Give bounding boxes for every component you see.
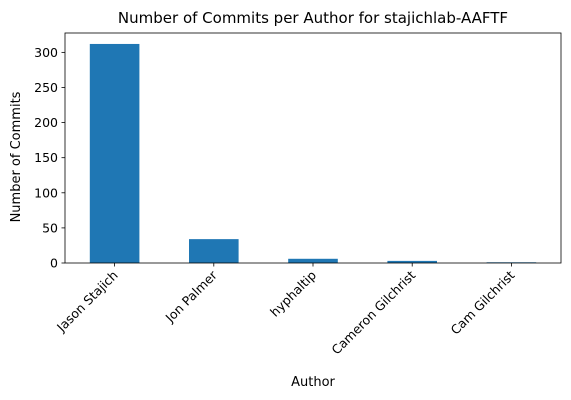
y-tick-label-0: 0 xyxy=(50,256,58,271)
chart-title: Number of Commits per Author for stajich… xyxy=(118,9,508,27)
x-axis: Jason Stajich Jon Palmer hyphaltip Cameron … xyxy=(53,263,518,357)
x-tick-label-1: Jon Palmer xyxy=(162,267,221,326)
bar-1 xyxy=(189,239,239,263)
bar-2 xyxy=(288,258,338,263)
y-tick-label-5: 250 xyxy=(34,80,58,95)
bar-3 xyxy=(387,260,437,263)
x-tick-label-4: Cam Gilchrist xyxy=(448,267,518,337)
bars-group xyxy=(89,43,537,264)
y-tick-label-4: 200 xyxy=(34,115,58,130)
bar-0 xyxy=(89,43,140,264)
x-axis-label: Author xyxy=(291,375,335,390)
y-axis-label: Number of Commits xyxy=(9,91,24,222)
y-tick-label-6: 300 xyxy=(34,45,58,60)
y-axis: 0 50 100 150 200 250 300 xyxy=(34,45,65,271)
x-tick-label-2: hyphaltip xyxy=(267,267,319,319)
x-tick-label-0: Jason Stajich xyxy=(53,268,121,336)
y-tick-label-3: 150 xyxy=(34,150,58,165)
y-tick-label-2: 100 xyxy=(34,185,58,200)
x-tick-label-3: Cameron Gilchrist xyxy=(328,267,418,357)
y-tick-label-1: 50 xyxy=(42,220,58,235)
